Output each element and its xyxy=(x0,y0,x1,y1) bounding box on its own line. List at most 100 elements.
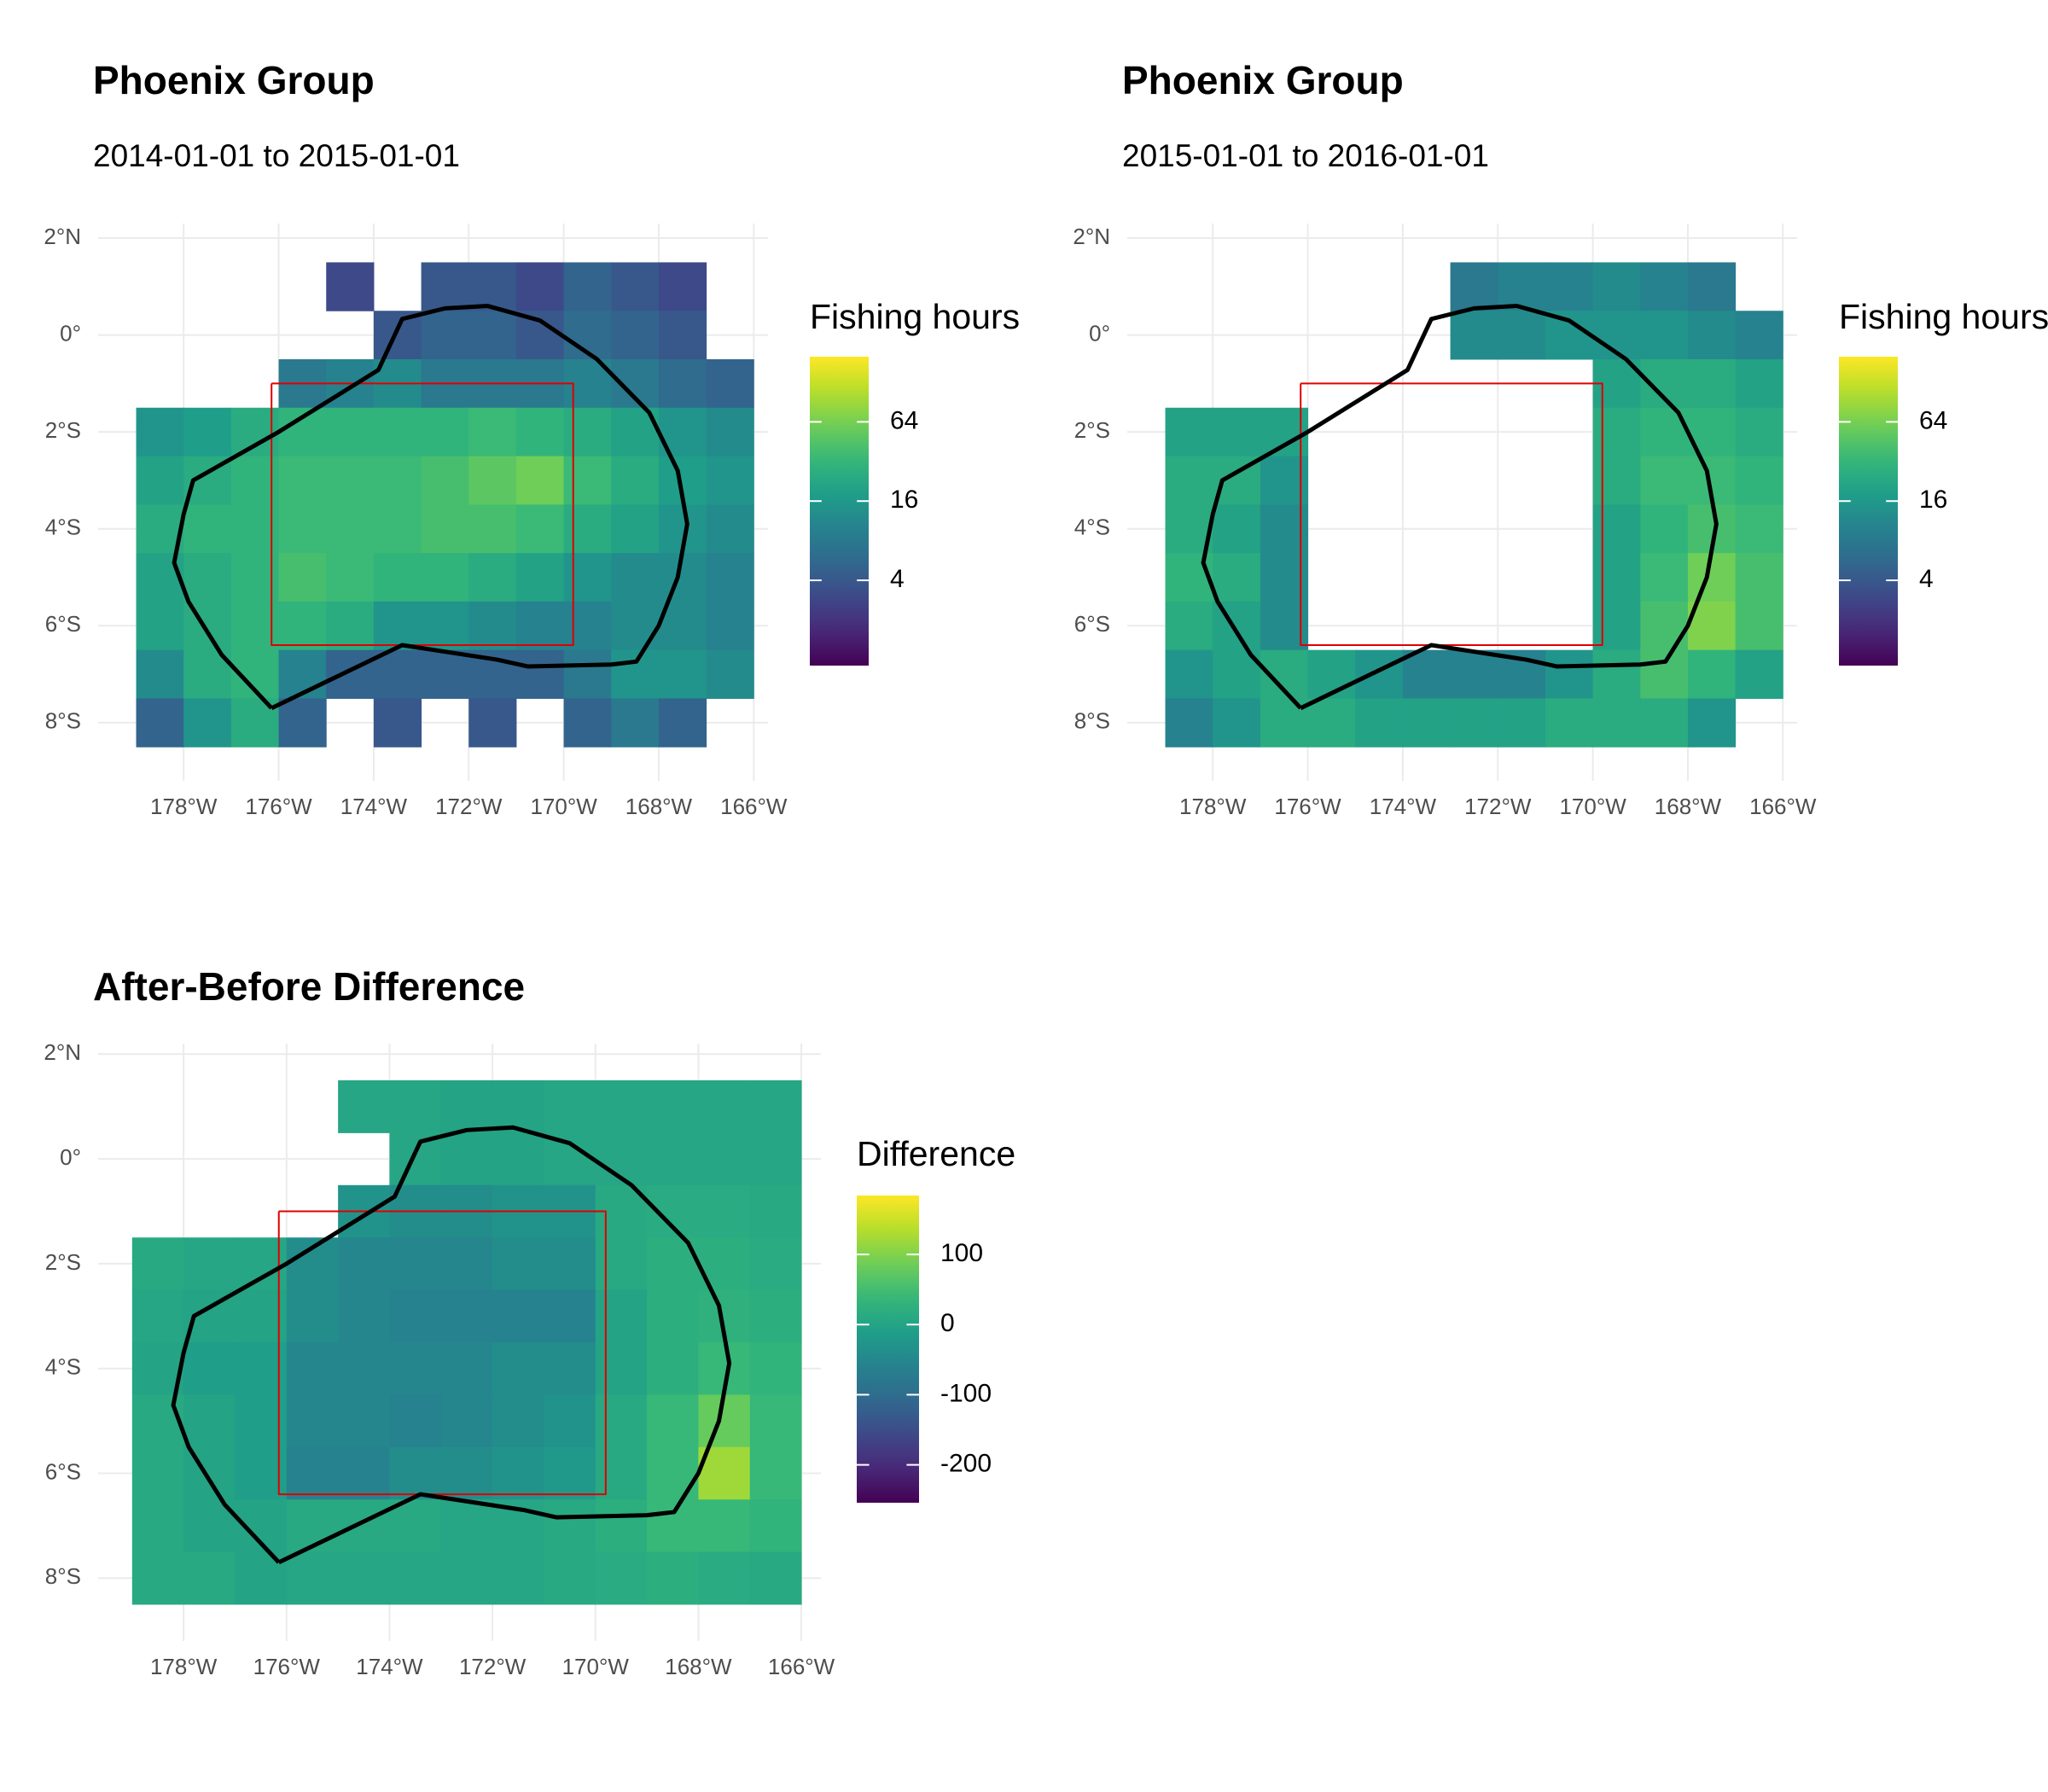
heat-cell xyxy=(440,1132,493,1186)
heat-cell xyxy=(183,1342,236,1395)
heat-cell xyxy=(440,1289,493,1343)
heat-cell xyxy=(468,311,517,360)
heat-cell xyxy=(647,1394,699,1448)
heat-cell xyxy=(492,1394,544,1448)
heat-cell xyxy=(468,504,517,554)
legend-tick-label: 64 xyxy=(1919,406,1947,434)
legend-colorbar xyxy=(1839,357,1898,666)
heat-cell xyxy=(373,553,422,602)
heat-cell xyxy=(611,456,660,505)
heat-cell xyxy=(658,698,707,748)
heat-cell xyxy=(326,553,375,602)
heat-cell xyxy=(611,553,660,602)
heat-cell xyxy=(338,1446,390,1500)
heat-cell xyxy=(749,1551,802,1605)
heat-cell xyxy=(595,1446,648,1500)
heat-cell xyxy=(326,262,375,311)
heat-cell xyxy=(563,262,612,311)
y-tick-label: 4°S xyxy=(45,1354,81,1380)
heat-cell xyxy=(544,1289,596,1343)
heat-cell xyxy=(1735,456,1783,505)
legend-colorbar xyxy=(857,1196,919,1503)
heat-cell xyxy=(183,1394,236,1448)
legend-title: Fishing hours xyxy=(1839,297,2048,336)
heat-cell xyxy=(440,1446,493,1500)
heat-cell xyxy=(544,1394,596,1448)
x-tick-label: 166°W xyxy=(1749,794,1817,819)
heat-cell xyxy=(749,1289,802,1343)
heat-cell xyxy=(338,1342,390,1395)
heat-cell xyxy=(421,262,469,311)
x-tick-label: 170°W xyxy=(1559,794,1626,819)
heat-cell xyxy=(286,1394,339,1448)
chart-subtitle: 2014-01-01 to 2015-01-01 xyxy=(93,138,460,173)
heat-cell xyxy=(373,407,422,457)
x-tick-label: 176°W xyxy=(253,1654,321,1679)
eez-outline xyxy=(172,304,689,711)
heat-cell xyxy=(1402,698,1452,748)
legend-tick-label: 4 xyxy=(1919,565,1934,593)
heat-cell xyxy=(1402,649,1452,699)
heat-cell xyxy=(1450,311,1498,360)
heat-cell xyxy=(338,1551,390,1605)
heat-cell xyxy=(1545,698,1594,748)
heat-cell xyxy=(389,1342,442,1395)
heat-cell xyxy=(278,456,327,505)
heat-cell xyxy=(706,504,754,554)
heat-cell xyxy=(563,601,612,651)
y-tick-label: 4°S xyxy=(45,515,81,540)
y-tick-label: 8°S xyxy=(45,1563,81,1589)
heat-cell xyxy=(1165,649,1213,699)
y-tick-label: 8°S xyxy=(1074,708,1110,734)
heat-cell xyxy=(698,1079,751,1133)
heat-cell xyxy=(136,553,184,602)
heat-cell xyxy=(1307,698,1356,748)
heat-cell xyxy=(1592,504,1641,554)
heat-cell xyxy=(749,1184,802,1238)
heat-cell xyxy=(136,456,184,505)
heat-cell xyxy=(492,1079,544,1133)
heat-cell xyxy=(515,601,565,651)
heat-cell xyxy=(1735,601,1783,651)
heat-cell xyxy=(1450,698,1498,748)
x-tick-label: 172°W xyxy=(1464,794,1532,819)
heat-cell xyxy=(515,262,565,311)
heat-cell xyxy=(131,1289,184,1343)
heat-cell xyxy=(421,553,469,602)
heat-cell xyxy=(611,698,660,748)
heat-cell xyxy=(658,262,707,311)
legend-tick-label: 64 xyxy=(890,406,918,434)
x-tick-label: 176°W xyxy=(1274,794,1341,819)
heat-cell xyxy=(373,698,422,748)
heat-cell xyxy=(563,504,612,554)
heat-cell xyxy=(611,601,660,651)
heat-cell xyxy=(563,407,612,457)
heat-cell xyxy=(749,1237,802,1291)
heat-cell xyxy=(706,358,754,409)
heat-cell xyxy=(440,1237,493,1291)
heat-cell xyxy=(131,1394,184,1448)
heat-cell xyxy=(749,1079,802,1133)
heat-cell xyxy=(492,1342,544,1395)
y-tick-label: 2°N xyxy=(44,1039,81,1065)
heat-cell xyxy=(544,1132,596,1186)
heat-cell xyxy=(698,1499,751,1553)
heat-cell xyxy=(389,1079,442,1133)
x-tick-label: 172°W xyxy=(435,794,503,819)
heat-cell xyxy=(706,456,754,505)
heat-cell xyxy=(706,601,754,651)
heat-cell xyxy=(338,1237,390,1291)
reserve-outline xyxy=(271,382,574,647)
heat-cell xyxy=(515,407,565,457)
heat-cell xyxy=(131,1237,184,1291)
legend-tick-label: 0 xyxy=(940,1309,955,1337)
legend-tick-label: 100 xyxy=(940,1239,983,1267)
heat-cell xyxy=(1640,601,1689,651)
heat-cell xyxy=(286,1551,339,1605)
heat-cell xyxy=(421,649,469,699)
heat-cell xyxy=(440,1394,493,1448)
heat-cell xyxy=(1165,553,1213,602)
chart-title: After-Before Difference xyxy=(93,964,525,1009)
heat-cell xyxy=(1307,649,1356,699)
heat-cell xyxy=(136,407,184,457)
